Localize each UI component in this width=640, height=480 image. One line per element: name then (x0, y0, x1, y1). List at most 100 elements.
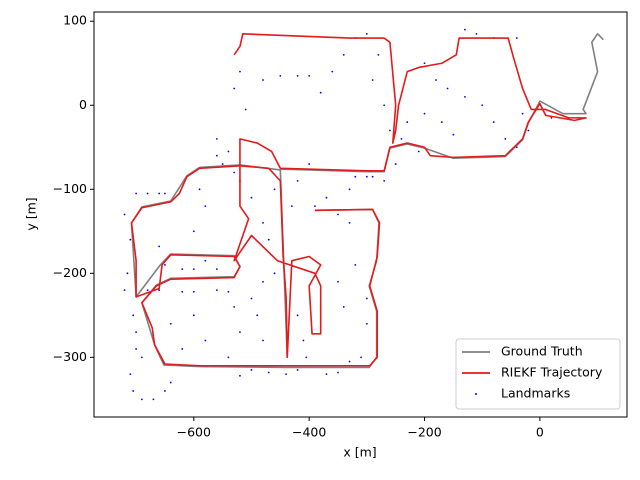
landmark-point (394, 163, 397, 165)
landmark-point (464, 95, 466, 98)
landmark-point (314, 205, 316, 207)
landmark-point (464, 28, 466, 31)
landmark-point (371, 79, 374, 81)
landmark-point (504, 137, 507, 140)
landmark-point (337, 280, 339, 283)
landmark-point (146, 192, 149, 195)
landmark-point (305, 356, 308, 359)
landmark-point (227, 290, 230, 293)
legend-label: Landmarks (501, 386, 570, 401)
landmark-point (452, 133, 455, 136)
x-tick-label: −600 (177, 425, 211, 440)
landmark-point (342, 306, 345, 308)
landmark-point (239, 70, 241, 73)
landmark-point (267, 371, 270, 374)
landmark-point (158, 192, 161, 195)
landmark-point (389, 129, 391, 132)
landmark-point (198, 188, 201, 191)
landmark-point (440, 121, 443, 123)
landmark-point (192, 230, 195, 233)
landmark-point (262, 280, 264, 283)
landmark-point (348, 360, 351, 363)
landmark-point (435, 79, 437, 81)
landmark-point (400, 137, 403, 140)
landmark-point (169, 322, 172, 325)
landmark-point (233, 171, 236, 174)
landmark-point (192, 290, 195, 293)
landmark-point (365, 297, 368, 300)
landmark-point (239, 331, 241, 334)
landmark-point (285, 373, 287, 376)
landmark-point (290, 205, 293, 207)
legend-marker (475, 393, 477, 395)
landmark-point (233, 306, 236, 308)
landmark-point (244, 108, 247, 111)
y-tick-label: 0 (79, 97, 87, 112)
landmark-point (256, 314, 259, 317)
landmark-point (296, 369, 299, 371)
legend-box (455, 338, 621, 410)
landmark-point (132, 390, 135, 392)
landmark-point (302, 339, 305, 342)
landmark-point (331, 70, 334, 73)
landmark-point (126, 272, 129, 275)
landmark-point (273, 272, 276, 275)
landmark-point (262, 222, 264, 224)
landmark-point (250, 297, 253, 300)
x-axis-label: x [m] (343, 445, 376, 460)
landmark-point (152, 398, 155, 401)
landmark-point (365, 32, 368, 35)
landmark-point (123, 289, 126, 292)
landmark-point (129, 238, 132, 241)
landmark-point (123, 213, 126, 216)
landmark-point (221, 163, 224, 165)
landmark-point (158, 245, 161, 248)
y-tick-label: −300 (53, 349, 87, 364)
landmark-point (181, 268, 184, 271)
landmark-point (158, 289, 161, 292)
landmark-point (446, 87, 449, 90)
landmark-point (233, 87, 236, 90)
landmark-point (215, 289, 218, 292)
landmark-point (325, 196, 328, 199)
landmark-point (267, 238, 270, 241)
y-axis-label: y [m] (24, 197, 39, 230)
landmark-point (308, 163, 311, 165)
landmark-point (475, 32, 478, 35)
landmark-point (239, 374, 241, 377)
landmark-point (181, 348, 184, 350)
landmark-point (204, 205, 207, 207)
plot-frame (93, 11, 628, 418)
landmark-point (204, 339, 207, 342)
landmark-point (250, 196, 253, 199)
landmark-point (515, 37, 518, 39)
landmark-point (348, 188, 351, 191)
legend-label: Ground Truth (501, 344, 583, 359)
plot-area (123, 28, 604, 401)
y-tick-label: −100 (53, 181, 87, 196)
landmark-point (262, 79, 264, 81)
landmark-point (342, 53, 345, 56)
landmark-point (296, 179, 299, 182)
landmark-point (481, 104, 484, 107)
landmark-point (527, 129, 530, 132)
landmark-point (135, 331, 138, 334)
landmark-point (169, 381, 172, 384)
landmark-point (365, 175, 368, 178)
landmark-point (383, 179, 386, 182)
landmark-point (348, 222, 351, 224)
landmark-point (296, 74, 299, 77)
x-tick-label: −200 (407, 425, 441, 440)
landmark-point (383, 104, 386, 107)
landmark-point (227, 150, 230, 153)
landmark-point (135, 192, 138, 195)
landmark-point (337, 213, 339, 216)
landmark-point (325, 373, 328, 376)
landmark-point (164, 264, 166, 266)
landmark-point (550, 116, 553, 119)
landmark-point (192, 314, 195, 317)
landmark-point (406, 121, 409, 123)
landmark-point (354, 175, 357, 178)
landmark-point (423, 112, 426, 115)
